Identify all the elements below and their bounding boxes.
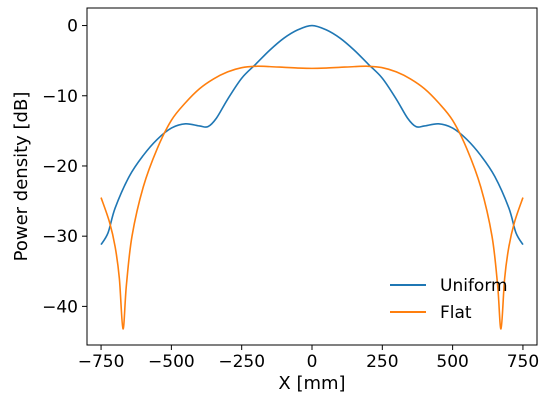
x-tick-label: −250 [218, 352, 265, 372]
x-tick-label: 0 [307, 352, 318, 372]
x-tick-label: −750 [78, 352, 125, 372]
y-axis-label: Power density [dB] [11, 92, 32, 262]
x-tick-label: 500 [436, 352, 468, 372]
y-tick-label: −30 [42, 227, 78, 247]
x-axis-label: X [mm] [278, 373, 345, 394]
series-line-uniform [100, 24, 524, 246]
x-axis: −750 −500 −250 0 250 500 750 [78, 345, 539, 372]
x-tick-label: 250 [366, 352, 398, 372]
legend: Uniform Flat [390, 276, 508, 323]
y-tick-label: 0 [67, 17, 78, 37]
y-axis: 0 −10 −20 −30 −40 [42, 17, 87, 317]
series-layer [100, 24, 524, 330]
y-tick-label: −20 [42, 157, 78, 177]
x-tick-label: 750 [507, 352, 539, 372]
y-tick-label: −10 [42, 87, 78, 107]
legend-label-flat: Flat [440, 303, 472, 323]
legend-label-uniform: Uniform [440, 276, 508, 296]
series-line-flat [100, 65, 524, 330]
plot-area [87, 8, 537, 345]
y-tick-label: −40 [42, 297, 78, 317]
x-tick-label: −500 [148, 352, 195, 372]
